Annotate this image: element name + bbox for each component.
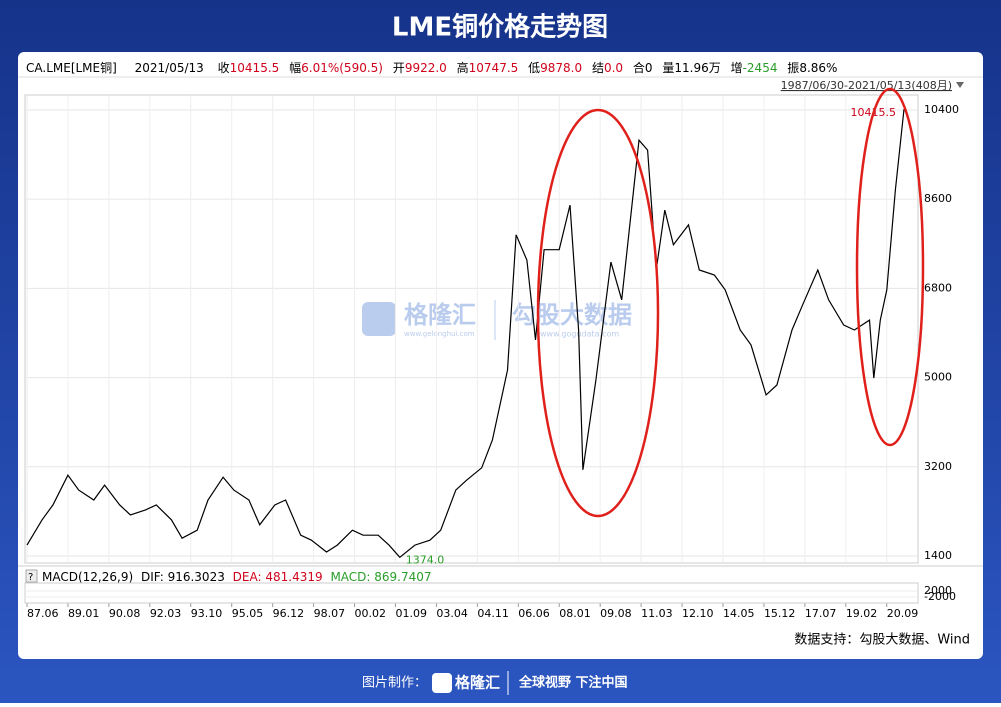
info-value: 0 xyxy=(645,61,653,75)
info-value: 8.86% xyxy=(799,61,837,75)
x-tick-label: 89.01 xyxy=(68,607,100,620)
highlight-ellipse xyxy=(536,108,660,518)
y-tick-label: 1400 xyxy=(924,549,952,562)
price-line xyxy=(26,109,905,559)
info-label: 结 xyxy=(592,61,604,75)
x-tick-label: 90.08 xyxy=(109,607,141,620)
info-value: 9922.0 xyxy=(405,61,447,75)
watermark-text: 勾股大数据 xyxy=(512,301,632,329)
watermark-text: www.gogudata.com xyxy=(540,330,619,339)
y-tick-label: 5000 xyxy=(924,371,952,384)
y-tick-label: 6800 xyxy=(924,281,952,294)
y-tick-label: 10400 xyxy=(924,103,959,116)
x-tick-label: 14.05 xyxy=(723,607,755,620)
watermark-text: www.gelonghui.com xyxy=(404,330,475,338)
x-tick-label: 17.07 xyxy=(805,607,837,620)
x-tick-label: 03.04 xyxy=(436,607,468,620)
page-title: LME铜价格走势图 xyxy=(392,12,608,43)
x-tick-label: 93.10 xyxy=(191,607,223,620)
footer-label: 图片制作： xyxy=(362,676,427,691)
x-tick-label: 08.01 xyxy=(559,607,591,620)
source: 数据支持：勾股大数据、Wind xyxy=(794,633,970,648)
info-value: 10415.5 xyxy=(230,61,280,75)
info-value: 0.0 xyxy=(604,61,623,75)
help-icon: ? xyxy=(28,572,33,583)
info-label: 高 xyxy=(457,60,469,75)
date: 2021/05/13 xyxy=(135,61,204,75)
info-bar: CA.LME[LME铜] 2021/05/13 收10415.5 幅6.01%(… xyxy=(26,60,837,75)
info-value: 10747.5 xyxy=(469,61,519,75)
help-button[interactable] xyxy=(25,569,38,583)
card xyxy=(18,52,983,659)
x-tick-label: 00.02 xyxy=(355,607,387,620)
price-chart: 1400 3200 5000 6800 8600 10400 87.06 89.01 90.08… xyxy=(25,95,959,620)
info-label: 增 xyxy=(731,61,743,75)
info-label: 合 xyxy=(633,60,645,75)
macd-header: MACD(12,26,9) DIF: 916.3023 DEA: 481.431… xyxy=(42,570,432,584)
info-value: 11.96万 xyxy=(674,61,720,75)
macd-value: MACD: 869.7407 xyxy=(330,570,431,584)
macd-panel: 2000-2000 xyxy=(24,582,956,604)
watermark-text: 格隆汇 xyxy=(404,301,476,329)
info-label: 幅 xyxy=(289,60,301,75)
macd-dif: DIF: 916.3023 xyxy=(141,570,225,584)
x-tick-label: 87.06 xyxy=(27,607,59,620)
footer-brand: 格隆汇 xyxy=(455,674,500,692)
x-tick-label: 95.05 xyxy=(232,607,263,620)
x-tick-label: 96.12 xyxy=(273,607,305,620)
x-tick-label: 09.08 xyxy=(600,607,632,620)
footer-logo xyxy=(432,673,452,693)
macd-label: MACD(12,26,9) xyxy=(42,570,133,584)
info-label: 低 xyxy=(528,61,540,75)
y-tick-label: 8600 xyxy=(924,192,952,205)
x-tick-label: 01.09 xyxy=(395,607,427,620)
info-value: 9878.0 xyxy=(540,61,582,75)
watermark-logo xyxy=(362,302,396,336)
dropdown-arrow[interactable] xyxy=(956,82,964,88)
x-tick-label: 11.03 xyxy=(641,607,673,620)
info-label: 开 xyxy=(393,61,405,75)
date-range[interactable]: 1987/06/30-2021/05/13(408月) xyxy=(781,79,952,92)
x-tick-label: 92.03 xyxy=(150,607,182,620)
info-label: 收 xyxy=(218,61,230,75)
value-label: 1374.0 xyxy=(406,553,445,566)
x-tick-label: 12.10 xyxy=(682,607,714,620)
symbol: CA.LME[LME铜] xyxy=(26,60,117,75)
macd-dea: DEA: 481.4319 xyxy=(233,570,323,584)
x-tick-label: 15.12 xyxy=(764,607,796,620)
highlight-ellipse xyxy=(855,87,925,447)
info-value: -2454 xyxy=(743,61,778,75)
info-label: 量 xyxy=(662,61,674,75)
y-tick-label: 3200 xyxy=(924,460,952,473)
x-tick-label: 06.06 xyxy=(518,607,550,620)
x-tick-label: 04.11 xyxy=(477,607,509,620)
macd-frame xyxy=(24,582,919,604)
x-tick-label: 98.07 xyxy=(314,607,346,620)
macd-tick-label: -2000 xyxy=(924,590,956,603)
info-value: 6.01%(590.5) xyxy=(301,61,383,75)
macd-tick-label: 2000 xyxy=(924,584,952,597)
footer-slogan: 全球视野 下注中国 xyxy=(518,675,628,691)
plot-frame xyxy=(24,94,919,564)
info-label: 振 xyxy=(787,61,799,75)
x-tick-label: 19.02 xyxy=(846,607,878,620)
x-tick-label: 20.09 xyxy=(887,607,919,620)
